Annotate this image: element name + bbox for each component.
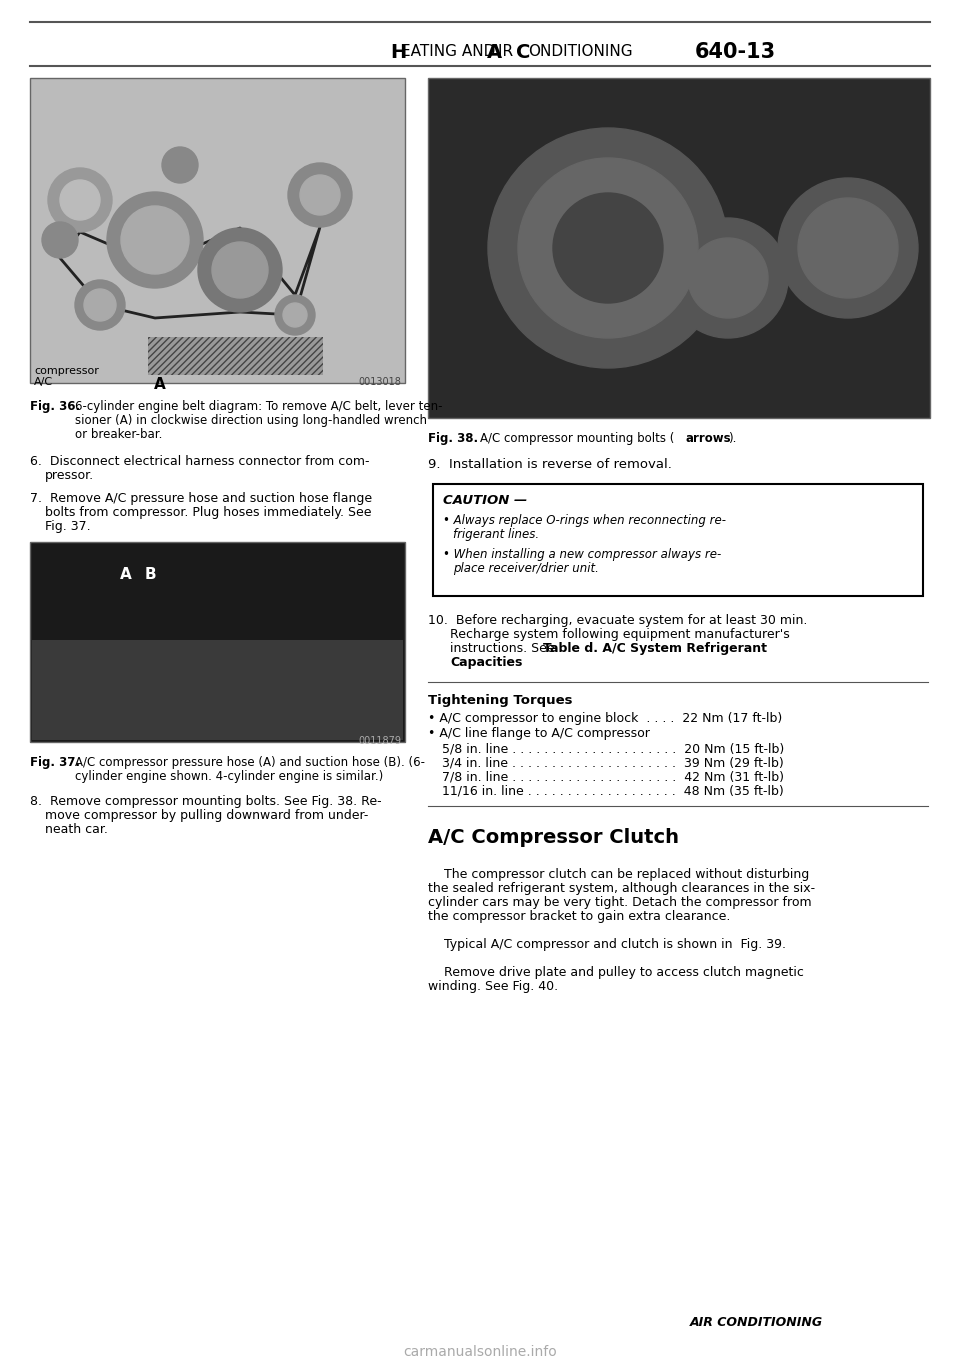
Text: • A/C compressor to engine block  . . . .  22 Nm (17 ft-lb): • A/C compressor to engine block . . . .… [428,712,782,725]
Text: Tightening Torques: Tightening Torques [428,693,572,707]
Text: 11/16 in. line . . . . . . . . . . . . . . . . . . .  48 Nm (35 ft-lb): 11/16 in. line . . . . . . . . . . . . .… [442,784,783,797]
Text: or breaker-bar.: or breaker-bar. [75,427,162,441]
Text: EATING AND: EATING AND [401,45,500,60]
Text: 6.  Disconnect electrical harness connector from com-: 6. Disconnect electrical harness connect… [30,455,370,468]
Text: A/C compressor pressure hose (A) and suction hose (B). (6-: A/C compressor pressure hose (A) and suc… [75,756,425,769]
Text: • When installing a new compressor always re-: • When installing a new compressor alway… [443,548,721,560]
Text: 7.  Remove A/C pressure hose and suction hose flange: 7. Remove A/C pressure hose and suction … [30,493,372,505]
Circle shape [162,147,198,183]
Text: A/C Compressor Clutch: A/C Compressor Clutch [428,828,679,847]
Text: Fig. 37.: Fig. 37. [45,520,90,533]
Text: 7/8 in. line . . . . . . . . . . . . . . . . . . . . .  42 Nm (31 ft-lb): 7/8 in. line . . . . . . . . . . . . . .… [442,769,784,783]
Circle shape [300,175,340,214]
Text: A/C: A/C [34,377,53,387]
Text: sioner (A) in clockwise direction using long-handled wrench: sioner (A) in clockwise direction using … [75,414,427,427]
Text: 3/4 in. line . . . . . . . . . . . . . . . . . . . . .  39 Nm (29 ft-lb): 3/4 in. line . . . . . . . . . . . . . .… [442,756,783,769]
Text: move compressor by pulling downward from under-: move compressor by pulling downward from… [45,809,369,822]
Circle shape [42,223,78,258]
Circle shape [778,178,918,318]
Text: compressor: compressor [34,366,99,376]
Text: H: H [390,42,406,61]
Text: Fig. 36.: Fig. 36. [30,400,80,413]
Circle shape [212,242,268,299]
Text: cylinder cars may be very tight. Detach the compressor from: cylinder cars may be very tight. Detach … [428,896,811,909]
Text: winding. See Fig. 40.: winding. See Fig. 40. [428,980,558,993]
Bar [30,77,405,383]
Circle shape [488,128,728,368]
Text: A/C compressor mounting bolts (: A/C compressor mounting bolts ( [480,432,674,445]
Text: 640-13: 640-13 [695,42,776,62]
Circle shape [553,193,663,303]
Text: 6-cylinder engine belt diagram: To remove A/C belt, lever ten-: 6-cylinder engine belt diagram: To remov… [75,400,443,413]
Text: B: B [145,567,156,582]
Text: CAUTION —: CAUTION — [443,494,527,508]
Circle shape [121,206,189,274]
Circle shape [283,303,307,327]
Circle shape [198,228,282,312]
Circle shape [48,168,112,232]
Text: neath car.: neath car. [45,822,108,836]
Circle shape [668,218,788,338]
Circle shape [107,191,203,288]
Text: frigerant lines.: frigerant lines. [453,528,540,541]
Text: A: A [155,377,166,392]
Bar [428,77,930,418]
Text: 8.  Remove compressor mounting bolts. See Fig. 38. Re-: 8. Remove compressor mounting bolts. See… [30,795,382,807]
Text: cylinder engine shown. 4-cylinder engine is similar.): cylinder engine shown. 4-cylinder engine… [75,769,383,783]
Text: Recharge system following equipment manufacturer's: Recharge system following equipment manu… [450,628,790,641]
Text: Table d. A/C System Refrigerant: Table d. A/C System Refrigerant [543,642,767,655]
Bar [433,484,923,596]
Circle shape [688,237,768,318]
Text: 9.  Installation is reverse of removal.: 9. Installation is reverse of removal. [428,459,672,471]
Bar [30,541,405,742]
Text: Typical A/C compressor and clutch is shown in  Fig. 39.: Typical A/C compressor and clutch is sho… [428,938,786,951]
Circle shape [75,280,125,330]
Text: 0011879: 0011879 [358,735,401,746]
Text: .: . [508,655,512,669]
Text: bolts from compressor. Plug hoses immediately. See: bolts from compressor. Plug hoses immedi… [45,506,372,518]
Text: 0013018: 0013018 [358,377,401,387]
Text: 10.  Before recharging, evacuate system for at least 30 min.: 10. Before recharging, evacuate system f… [428,613,807,627]
Text: place receiver/drier unit.: place receiver/drier unit. [453,562,599,575]
Text: The compressor clutch can be replaced without disturbing: The compressor clutch can be replaced wi… [428,868,809,881]
Text: Fig. 37.: Fig. 37. [30,756,80,769]
Circle shape [288,163,352,227]
Circle shape [275,294,315,335]
Text: A: A [487,42,502,61]
Text: carmanualsonline.info: carmanualsonline.info [403,1345,557,1357]
Bar [148,337,323,375]
Circle shape [798,198,898,299]
Text: ONDITIONING: ONDITIONING [528,45,633,60]
Text: Capacities: Capacities [450,655,522,669]
Text: arrows: arrows [686,432,732,445]
Text: AIR CONDITIONING: AIR CONDITIONING [690,1316,823,1329]
Text: Fig. 38.: Fig. 38. [428,432,478,445]
Text: 5/8 in. line . . . . . . . . . . . . . . . . . . . . .  20 Nm (15 ft-lb): 5/8 in. line . . . . . . . . . . . . . .… [442,742,784,754]
Text: the sealed refrigerant system, although clearances in the six-: the sealed refrigerant system, although … [428,882,815,896]
Text: C: C [516,42,530,61]
Text: • A/C line flange to A/C compressor: • A/C line flange to A/C compressor [428,727,650,740]
Text: • Always replace O-rings when reconnecting re-: • Always replace O-rings when reconnecti… [443,514,726,527]
Text: instructions. See: instructions. See [450,642,559,655]
Text: the compressor bracket to gain extra clearance.: the compressor bracket to gain extra cle… [428,911,731,923]
Text: A: A [120,567,132,582]
Bar [32,641,403,740]
Text: IR: IR [498,45,518,60]
Circle shape [60,180,100,220]
Text: Remove drive plate and pulley to access clutch magnetic: Remove drive plate and pulley to access … [428,966,804,978]
Circle shape [84,289,116,322]
Circle shape [518,157,698,338]
Text: pressor.: pressor. [45,470,94,482]
Text: ).: ). [728,432,736,445]
